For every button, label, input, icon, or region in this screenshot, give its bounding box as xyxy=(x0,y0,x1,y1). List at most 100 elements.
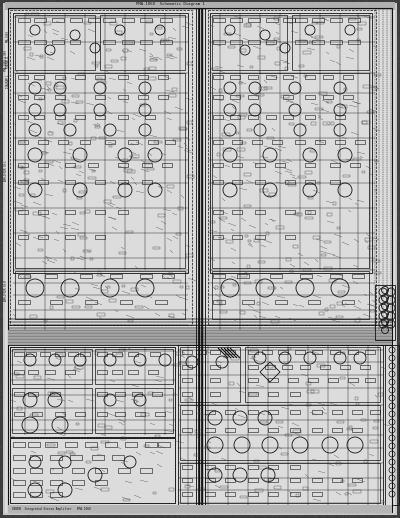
Bar xyxy=(30,468,42,473)
Bar xyxy=(78,233,85,236)
Bar xyxy=(97,78,102,81)
Bar xyxy=(18,274,30,278)
Bar xyxy=(299,65,304,67)
Bar xyxy=(213,95,223,99)
Bar xyxy=(176,233,181,235)
Bar xyxy=(324,267,332,270)
Bar xyxy=(247,265,250,268)
Bar xyxy=(72,468,84,473)
Bar xyxy=(85,306,92,308)
Bar xyxy=(288,348,291,350)
Text: PMA-1060: PMA-1060 xyxy=(6,30,10,42)
Bar xyxy=(308,211,311,214)
Bar xyxy=(255,210,265,214)
Bar xyxy=(231,357,239,360)
Bar xyxy=(80,274,92,278)
Bar xyxy=(18,115,28,119)
Text: DENON  Integrated Stereo Amplifier   PMA-1060: DENON Integrated Stereo Amplifier PMA-10… xyxy=(12,507,91,511)
Bar xyxy=(268,392,278,396)
Bar xyxy=(28,392,38,396)
Bar xyxy=(28,442,40,447)
Bar xyxy=(244,205,251,207)
Bar xyxy=(268,465,278,469)
Bar xyxy=(40,55,43,58)
Bar xyxy=(17,407,22,410)
Bar xyxy=(112,352,122,356)
Bar xyxy=(80,237,87,239)
Bar xyxy=(213,180,223,184)
Bar xyxy=(315,140,325,144)
Bar xyxy=(101,488,109,491)
Bar xyxy=(294,213,299,215)
Bar xyxy=(195,430,202,433)
Bar xyxy=(196,350,206,354)
Bar xyxy=(336,462,341,465)
Bar xyxy=(245,235,248,237)
Bar xyxy=(10,438,175,503)
Bar xyxy=(13,442,25,447)
Bar xyxy=(308,300,320,304)
Bar xyxy=(295,40,307,44)
Bar xyxy=(213,18,225,22)
Bar xyxy=(95,210,105,214)
Bar xyxy=(13,455,25,460)
Bar xyxy=(91,137,96,140)
Bar xyxy=(88,163,98,167)
Bar xyxy=(123,49,128,52)
Bar xyxy=(103,18,115,22)
Bar xyxy=(210,13,372,273)
Bar xyxy=(169,272,172,275)
Bar xyxy=(12,349,92,384)
Bar xyxy=(128,140,138,144)
Bar xyxy=(15,271,185,319)
Bar xyxy=(33,212,41,215)
Bar xyxy=(225,410,235,414)
Bar xyxy=(248,465,258,469)
Bar xyxy=(50,480,62,485)
Bar xyxy=(237,148,245,151)
Bar xyxy=(8,345,392,505)
Bar xyxy=(77,197,82,199)
Bar xyxy=(13,468,25,473)
Bar xyxy=(90,258,93,260)
Bar xyxy=(10,347,175,437)
Bar xyxy=(305,75,315,79)
Bar xyxy=(150,33,153,35)
Bar xyxy=(274,486,281,489)
Bar xyxy=(13,492,25,497)
Bar xyxy=(75,115,85,119)
Text: AMPLIFIER CH-R: AMPLIFIER CH-R xyxy=(4,280,8,301)
Bar xyxy=(66,451,73,453)
Bar xyxy=(105,65,112,68)
Bar xyxy=(250,66,253,68)
Bar xyxy=(283,18,295,22)
Bar xyxy=(180,405,380,460)
Bar xyxy=(342,352,345,354)
Bar xyxy=(55,95,65,99)
Bar xyxy=(340,365,350,369)
Bar xyxy=(70,455,82,460)
Bar xyxy=(374,272,381,274)
Bar xyxy=(10,10,192,325)
Bar xyxy=(374,74,381,76)
Bar xyxy=(232,140,242,144)
Bar xyxy=(258,56,265,59)
Bar xyxy=(24,276,31,278)
Bar xyxy=(375,160,378,162)
Bar xyxy=(212,271,369,319)
Bar xyxy=(363,85,370,88)
Bar xyxy=(323,122,330,125)
Bar xyxy=(325,308,328,311)
Bar xyxy=(221,286,224,288)
Bar xyxy=(101,290,108,293)
Bar xyxy=(48,132,53,135)
Bar xyxy=(30,194,35,197)
Bar xyxy=(266,75,276,79)
Bar xyxy=(30,492,42,497)
Bar xyxy=(116,354,123,357)
Bar xyxy=(95,65,98,67)
Bar xyxy=(220,486,228,488)
Bar xyxy=(155,300,167,304)
Bar xyxy=(330,305,335,308)
Bar xyxy=(262,350,272,354)
